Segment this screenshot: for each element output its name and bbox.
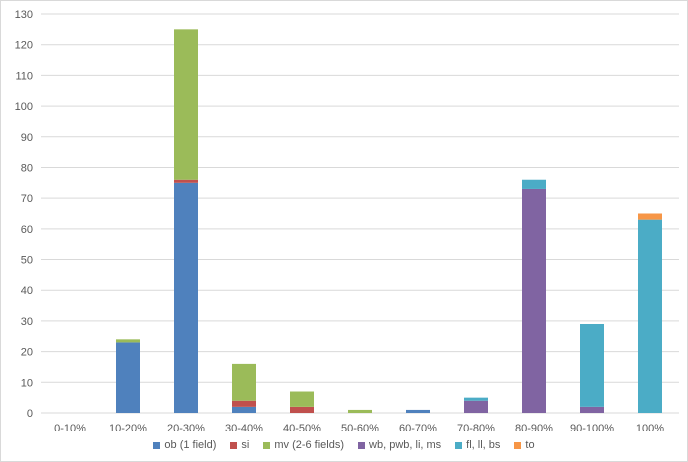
y-tick-label: 40 — [21, 285, 33, 297]
bar-segment — [174, 179, 198, 183]
legend-item: to — [514, 439, 535, 451]
bar-segment — [580, 323, 604, 407]
x-tick-label: 60-70% — [399, 423, 437, 431]
y-tick-label: 90 — [21, 132, 33, 144]
stacked-bar-chart: 0 10 20 30 40 50 60 70 80 90 100 110 120 130 0-10% 10-2… — [15, 9, 679, 435]
bar-segment — [290, 406, 314, 413]
x-tick-label: 100% — [636, 423, 664, 431]
legend-label: mv (2-6 fields) — [274, 439, 345, 451]
bar-segment — [290, 391, 314, 407]
legend-label: ob (1 field) — [164, 439, 217, 451]
bar-segment — [348, 409, 372, 413]
y-tick-label: 110 — [15, 70, 33, 82]
legend-label: si — [241, 439, 250, 451]
x-tick-label: 0-10% — [54, 423, 86, 431]
bar-segment — [232, 406, 256, 413]
bar-segment — [464, 400, 488, 413]
y-tick-label: 130 — [15, 9, 33, 21]
legend-item: ob (1 field) — [153, 439, 216, 451]
y-tick-label: 30 — [21, 316, 33, 328]
bar-segment — [638, 213, 662, 220]
x-tick-label: 50-60% — [341, 423, 379, 431]
legend-swatch — [263, 441, 271, 449]
y-tick-label: 80 — [21, 162, 33, 174]
bar-segment — [174, 182, 198, 413]
y-tick-label: 70 — [21, 193, 33, 205]
bar-segment — [232, 363, 256, 401]
bar-segment — [406, 409, 430, 413]
legend-swatch — [514, 441, 522, 449]
bar-segment — [580, 406, 604, 413]
legend-label: fl, ll, bs — [466, 439, 501, 451]
y-tick-label: 0 — [27, 408, 33, 420]
legend-swatch — [230, 441, 238, 449]
x-tick-label: 70-80% — [457, 423, 495, 431]
legend-item: mv (2-6 fields) — [263, 439, 344, 451]
bar-segment — [638, 219, 662, 413]
legend-label: to — [525, 439, 535, 451]
legend-item: si — [230, 439, 249, 451]
y-tick-label: 60 — [21, 224, 33, 236]
x-tick-label: 30-40% — [225, 423, 263, 431]
y-tick-label: 100 — [15, 101, 33, 113]
y-tick-label: 10 — [21, 377, 33, 389]
x-tick-label: 90-100% — [570, 423, 614, 431]
bar-segment — [464, 397, 488, 401]
legend-swatch — [358, 441, 366, 449]
x-tick-label: 80-90% — [515, 423, 553, 431]
legend-swatch — [153, 441, 161, 449]
x-tick-label: 10-20% — [109, 423, 147, 431]
legend: ob (1 field) si mv (2-6 fields) wb, pwb, li… — [1, 439, 687, 451]
bar-segment — [116, 339, 140, 343]
bar-segment — [116, 342, 140, 413]
x-tick-label: 40-50% — [283, 423, 321, 431]
bar-segment — [174, 29, 198, 180]
bar-segment — [522, 179, 546, 189]
legend-label: wb, pwb, li, ms — [369, 439, 442, 451]
legend-item: fl, ll, bs — [455, 439, 500, 451]
y-tick-label: 20 — [21, 347, 33, 359]
legend-item: wb, pwb, li, ms — [358, 439, 441, 451]
y-tick-label: 50 — [21, 255, 33, 267]
bar-segment — [232, 400, 256, 407]
y-tick-label: 120 — [15, 40, 33, 52]
legend-swatch — [455, 441, 463, 449]
x-tick-label: 20-30% — [167, 423, 205, 431]
bar-segment — [522, 188, 546, 413]
